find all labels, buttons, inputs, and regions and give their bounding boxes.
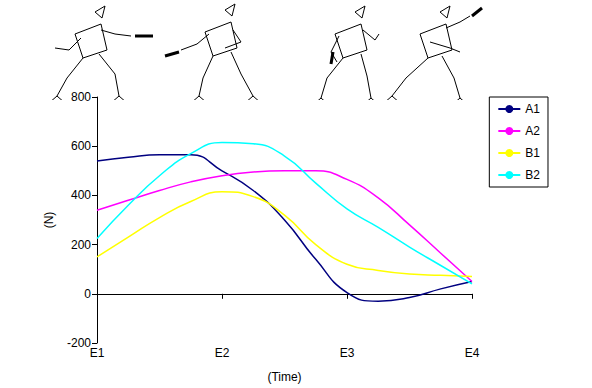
svg-text:E3: E3 [340,346,355,360]
svg-text:(N): (N) [42,212,56,229]
svg-text:B1: B1 [525,146,540,160]
svg-text:200: 200 [71,238,91,252]
svg-text:600: 600 [71,139,91,153]
svg-text:(Time): (Time) [267,370,301,384]
svg-text:E4: E4 [465,346,480,360]
svg-text:A1: A1 [525,102,540,116]
svg-text:E2: E2 [215,346,230,360]
svg-text:400: 400 [71,188,91,202]
svg-text:0: 0 [84,287,91,301]
svg-text:B2: B2 [525,168,540,182]
svg-text:E1: E1 [90,346,105,360]
svg-text:-200: -200 [67,336,91,350]
svg-text:A2: A2 [525,124,540,138]
svg-text:800: 800 [71,90,91,104]
